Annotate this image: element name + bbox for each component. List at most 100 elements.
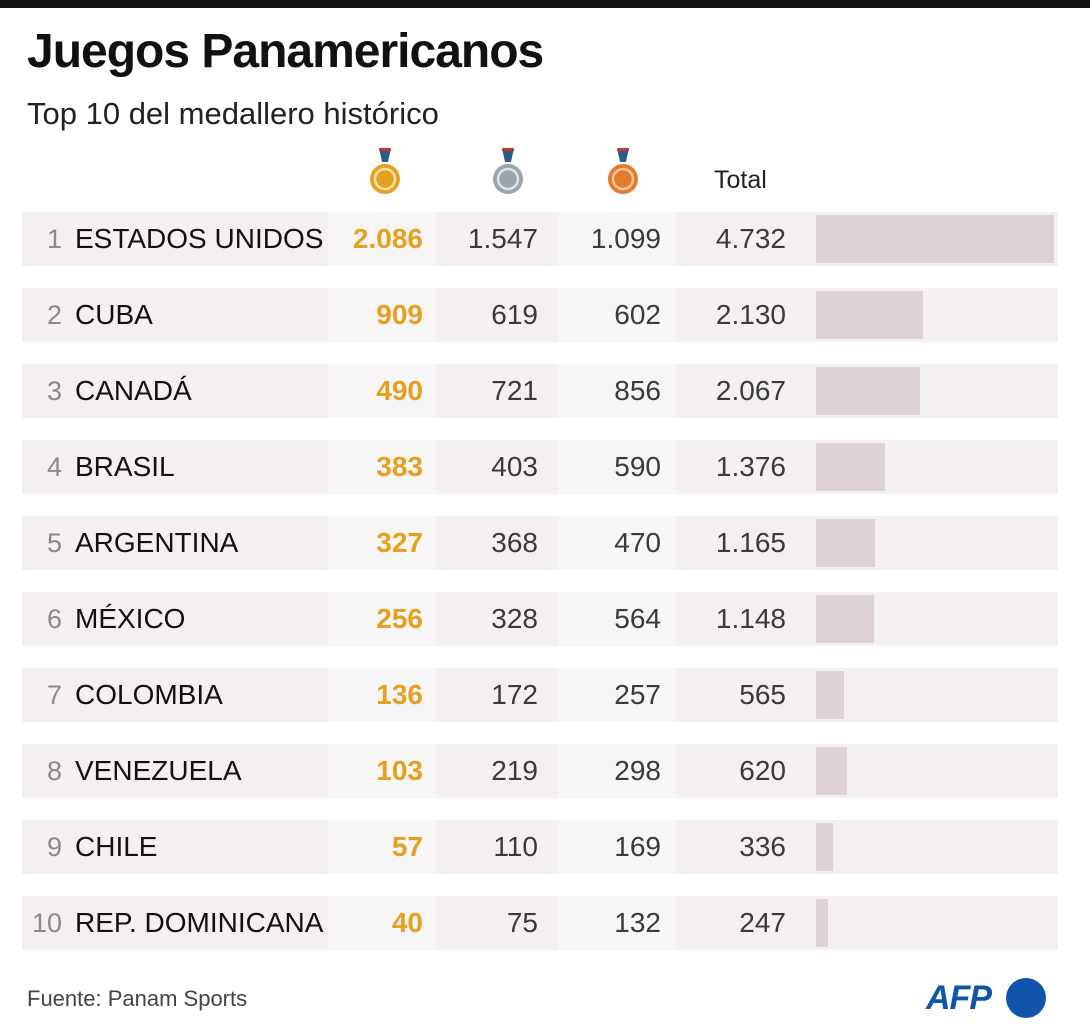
silver-count: 328 (491, 603, 538, 634)
total-cell (676, 592, 790, 646)
total-cell (676, 516, 790, 570)
name-cell (22, 820, 328, 874)
rank-label: 4 (46, 452, 62, 482)
bronze-count: 602 (614, 299, 661, 330)
chart-subtitle: Top 10 del medallero histórico (27, 96, 439, 131)
gold-cell (328, 896, 436, 950)
name-cell (22, 288, 328, 342)
gold-cell (328, 212, 436, 266)
total-count: 1.376 (715, 451, 786, 482)
country-label: REP. DOMINICANA (75, 907, 324, 938)
gold-cell (328, 364, 436, 418)
total-count: 247 (739, 907, 786, 938)
bronze-count: 298 (614, 755, 661, 786)
total-cell (676, 288, 790, 342)
bronze-cell (558, 592, 676, 646)
silver-cell (436, 364, 558, 418)
rank-label: 8 (46, 756, 62, 786)
silver-cell (436, 896, 558, 950)
bronze-cell (558, 516, 676, 570)
total-count: 2.130 (715, 299, 786, 330)
silver-count: 1.547 (467, 223, 538, 254)
total-bar (816, 519, 875, 567)
silver-cell (436, 744, 558, 798)
bronze-count: 564 (614, 603, 661, 634)
silver-count: 110 (493, 831, 538, 862)
table-row: 6 MÉXICO 256 328 564 1.148 (22, 592, 1058, 646)
gold-medal-icon (367, 148, 403, 198)
total-bar (816, 595, 874, 643)
afp-logo-dot (1006, 978, 1046, 1018)
bronze-cell (558, 440, 676, 494)
bronze-count: 257 (614, 679, 661, 710)
total-cell (676, 212, 790, 266)
name-cell (22, 744, 328, 798)
rank-label: 7 (46, 680, 62, 710)
total-cell (676, 896, 790, 950)
rank-label: 3 (46, 376, 62, 406)
total-count: 336 (739, 831, 786, 862)
total-bar (816, 443, 885, 491)
bronze-cell (558, 288, 676, 342)
total-count: 4.732 (715, 223, 786, 254)
total-bar (816, 367, 920, 415)
source-note: Fuente: Panam Sports (27, 986, 248, 1011)
silver-count: 75 (506, 907, 538, 938)
gold-count: 57 (391, 831, 423, 862)
total-cell (676, 820, 790, 874)
silver-cell (436, 288, 558, 342)
bar-cell (790, 896, 1058, 950)
name-cell (22, 364, 328, 418)
total-column-header: Total (714, 166, 767, 194)
bronze-count: 470 (614, 527, 661, 558)
table-row: 3 CANADÁ 490 721 856 2.067 (22, 364, 1058, 418)
rank-label: 1 (46, 224, 62, 254)
rank-label: 9 (46, 832, 62, 862)
silver-cell (436, 668, 558, 722)
country-label: VENEZUELA (75, 755, 242, 786)
country-label: ARGENTINA (75, 527, 239, 558)
bronze-cell (558, 212, 676, 266)
rank-label: 2 (46, 300, 62, 330)
name-cell (22, 896, 328, 950)
gold-count: 103 (376, 755, 423, 786)
name-cell (22, 668, 328, 722)
bronze-count: 132 (614, 907, 661, 938)
bronze-count: 590 (614, 451, 661, 482)
country-label: MÉXICO (75, 603, 186, 634)
silver-cell (436, 592, 558, 646)
country-label: COLOMBIA (75, 679, 223, 710)
silver-cell (436, 212, 558, 266)
gold-cell (328, 820, 436, 874)
table-row: 7 COLOMBIA 136 172 257 565 (22, 668, 1058, 722)
country-label: CANADÁ (75, 375, 192, 406)
country-label: BRASIL (75, 451, 175, 482)
silver-count: 368 (491, 527, 538, 558)
bronze-count: 169 (614, 831, 661, 862)
silver-cell (436, 516, 558, 570)
gold-count: 40 (391, 907, 423, 938)
gold-count: 327 (376, 527, 423, 558)
bar-cell (790, 820, 1058, 874)
silver-count: 219 (491, 755, 538, 786)
table-row: 8 VENEZUELA 103 219 298 620 (22, 744, 1058, 798)
gold-count: 909 (376, 299, 423, 330)
gold-count: 383 (376, 451, 423, 482)
total-cell (676, 440, 790, 494)
table-row: 10 REP. DOMINICANA 40 75 132 247 (22, 896, 1058, 950)
total-bar (816, 671, 844, 719)
rank-label: 10 (31, 908, 62, 938)
afp-logo-text: AFP (926, 979, 992, 1017)
rank-label: 6 (46, 604, 62, 634)
total-bar (816, 899, 828, 947)
total-bar (816, 747, 847, 795)
gold-cell (328, 744, 436, 798)
table-row: 5 ARGENTINA 327 368 470 1.165 (22, 516, 1058, 570)
total-cell (676, 744, 790, 798)
bronze-medal-icon (605, 148, 641, 198)
name-cell (22, 516, 328, 570)
country-label: CHILE (75, 831, 158, 862)
gold-cell (328, 668, 436, 722)
silver-count: 403 (491, 451, 538, 482)
silver-count: 619 (491, 299, 538, 330)
